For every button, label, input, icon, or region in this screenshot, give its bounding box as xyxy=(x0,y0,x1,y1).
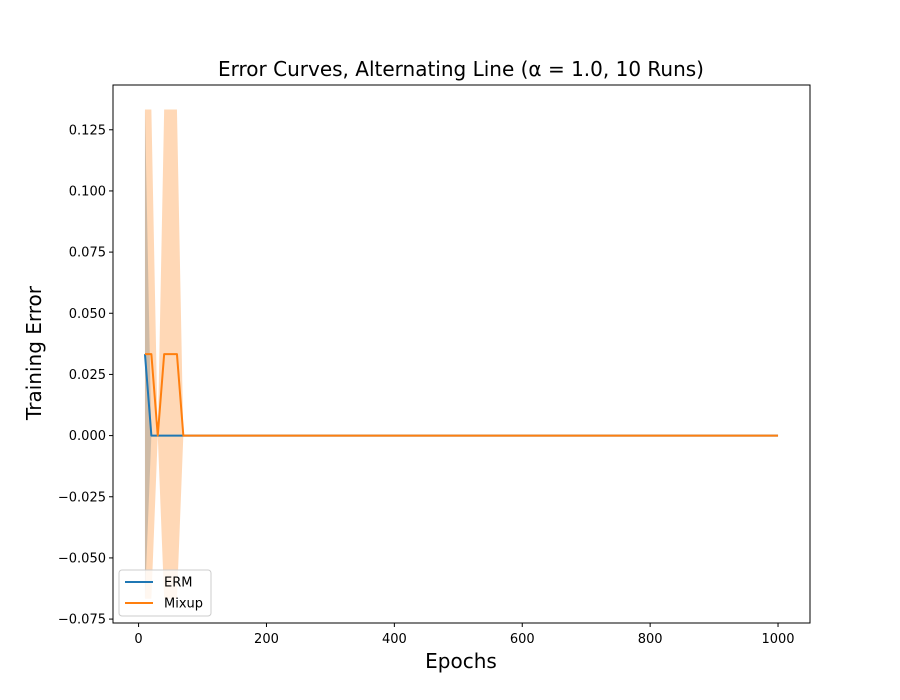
legend: ERM Mixup xyxy=(118,569,212,617)
y-tick-label: 0.100 xyxy=(69,184,106,199)
x-tick-label: 600 xyxy=(510,632,535,647)
y-axis-label: Training Error xyxy=(22,285,46,421)
y-tick-label: 0.125 xyxy=(69,123,106,138)
legend-label-mixup: Mixup xyxy=(164,597,203,612)
series-line-mixup xyxy=(144,353,779,437)
x-axis-label: Epochs xyxy=(425,649,497,673)
axes-frame xyxy=(112,84,811,624)
y-axis: −0.075 −0.050 −0.025 0.000 0.025 0.050 0.075 0.… xyxy=(58,123,113,628)
y-tick-label: 0.025 xyxy=(69,368,106,383)
legend-label-erm: ERM xyxy=(164,576,192,591)
x-tick-label: 0 xyxy=(134,632,142,647)
y-tick-label: 0.050 xyxy=(69,307,106,322)
x-axis: 0 200 400 600 800 1000 xyxy=(134,623,795,647)
plot-area xyxy=(143,109,779,599)
x-tick-label: 200 xyxy=(254,632,279,647)
x-tick-label: 800 xyxy=(638,632,663,647)
y-tick-label: −0.075 xyxy=(58,613,106,628)
x-tick-label: 1000 xyxy=(761,632,794,647)
y-tick-label: −0.025 xyxy=(58,490,106,505)
y-tick-label: −0.050 xyxy=(58,551,106,566)
y-tick-label: 0.000 xyxy=(69,429,106,444)
chart-title: Error Curves, Alternating Line (α = 1.0,… xyxy=(218,57,704,81)
y-tick-label: 0.075 xyxy=(69,246,106,261)
x-tick-label: 400 xyxy=(382,632,407,647)
